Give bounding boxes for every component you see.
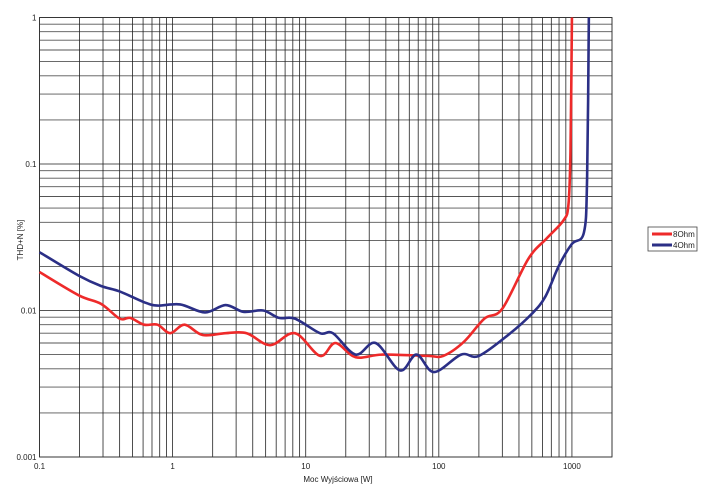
x-tick-label: 10 [301,462,310,471]
tick-labels: 0.1 1 10 100 1000 0.001 0.01 0.1 1 [16,14,581,472]
grid [39,17,613,458]
legend-label-8ohm: 8Ohm [673,230,695,239]
y-tick-label: 0.1 [25,160,37,169]
x-axis-label: Moc Wyjściowa [W] [303,475,372,484]
plot-frame [39,17,613,458]
legend-label-4ohm: 4Ohm [673,241,695,250]
series-line-4ohm [38,17,591,374]
y-tick-label: 0.01 [21,307,37,316]
series-lines [38,17,591,374]
x-tick-label: 0.1 [34,462,46,471]
legend-box [647,226,698,252]
y-axis-label: THD+N [%] [16,220,25,261]
x-tick-label: 100 [432,462,446,471]
series-line-8ohm [38,17,574,359]
y-tick-label: 0.001 [16,453,37,462]
legend: 8Ohm 4Ohm [647,226,698,252]
y-tick-label: 1 [32,14,37,23]
x-tick-label: 1000 [563,462,581,471]
x-tick-label: 1 [170,462,175,471]
